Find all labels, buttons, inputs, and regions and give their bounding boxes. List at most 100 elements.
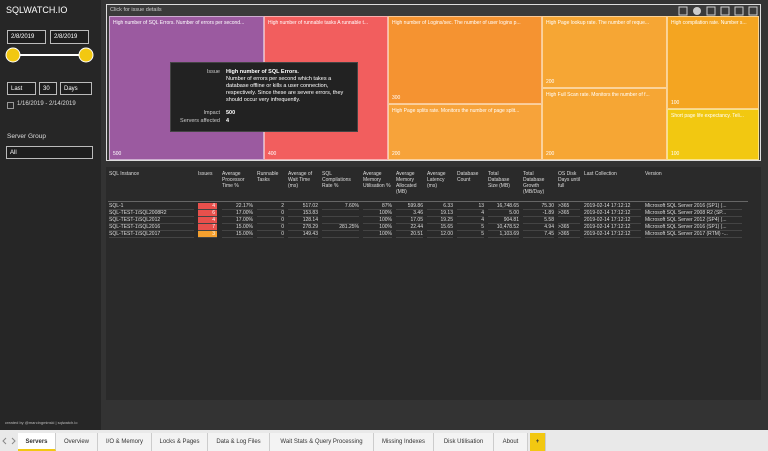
column-header[interactable]: Last Collection bbox=[584, 171, 617, 177]
tile-label: High Full Scan rate. Monitors the number… bbox=[546, 92, 650, 98]
table-cell: 6.33 bbox=[427, 203, 453, 210]
column-header[interactable]: Average of Wait Time (ms) bbox=[288, 171, 313, 189]
column-header[interactable]: Runnable Tasks bbox=[257, 171, 279, 183]
treemap-header: Click for issue details bbox=[110, 7, 162, 13]
table-cell bbox=[322, 210, 359, 217]
table-cell: 87% bbox=[363, 203, 392, 210]
tooltip-value: 4 bbox=[226, 118, 230, 124]
tile-value: 100 bbox=[671, 100, 680, 106]
tile-value: 200 bbox=[546, 79, 555, 85]
table-cell: 4 bbox=[198, 217, 217, 224]
table-cell: Microsoft SQL Server 2012 (SP4) (... bbox=[645, 217, 742, 224]
tooltip-value: 500 bbox=[226, 110, 236, 116]
add-tab[interactable]: + bbox=[530, 433, 546, 451]
table-cell: 15.65 bbox=[427, 224, 453, 231]
treemap-tile[interactable]: High Page splits rate. Monitors the numb… bbox=[388, 104, 542, 160]
table-cell: 6 bbox=[198, 210, 217, 217]
column-header[interactable]: Total Database Growth (MB/Day) bbox=[523, 171, 545, 195]
table-cell: 517.02 bbox=[288, 203, 318, 210]
table-cell: 100% bbox=[363, 224, 392, 231]
table-cell: 0 bbox=[257, 231, 284, 238]
header-rule bbox=[108, 201, 748, 202]
table-cell: SQL-TEST-1\SQL2016 bbox=[109, 224, 194, 231]
server-group-label: Server Group bbox=[7, 133, 47, 140]
table-cell: >365 bbox=[558, 210, 580, 217]
column-header[interactable]: SQL Compilations Rate % bbox=[322, 171, 351, 189]
report-canvas: Click for issue details High number of S… bbox=[101, 0, 768, 430]
table-cell: 149.43 bbox=[288, 231, 318, 238]
visual-toolbar[interactable] bbox=[677, 6, 761, 16]
page-tabs: Servers Overview I/O & Memory Locks & Pages… bbox=[0, 430, 768, 451]
table-cell: 17.05 bbox=[396, 217, 423, 224]
table-cell: 4 bbox=[457, 210, 484, 217]
tile-label: High number of Logins/sec. The number of… bbox=[392, 20, 521, 26]
page-tab[interactable]: Overview bbox=[56, 433, 98, 451]
date-slider[interactable] bbox=[0, 45, 101, 65]
table-cell: 281.25% bbox=[322, 224, 359, 231]
table-cell: 10,478.52 bbox=[488, 224, 519, 231]
table-cell: 22.44 bbox=[396, 224, 423, 231]
treemap-tile[interactable]: Short page life expectancy. Teli... 100 bbox=[667, 109, 759, 160]
page-tab[interactable]: Wait Stats & Query Processing bbox=[270, 433, 374, 451]
table-cell: 15.00% bbox=[222, 224, 253, 231]
table-cell: 2019-02-14 17:12:12 bbox=[584, 231, 641, 238]
tile-value: 300 bbox=[392, 95, 401, 101]
table-cell bbox=[322, 217, 359, 224]
relative-count[interactable]: 30 bbox=[39, 82, 57, 95]
date-from[interactable]: 2/8/2019 bbox=[7, 30, 46, 44]
column-header[interactable]: Database Count bbox=[457, 171, 479, 183]
treemap-tile[interactable]: High compilation rate. Number s... 100 bbox=[667, 16, 759, 109]
page-tab[interactable]: Locks & Pages bbox=[152, 433, 208, 451]
treemap-tile[interactable]: High Page lookup rate. The number of req… bbox=[542, 16, 667, 88]
page-tab[interactable]: Data & Log Files bbox=[208, 433, 270, 451]
column-header[interactable]: OS Disk Days until full bbox=[558, 171, 580, 189]
table-cell: 12.00 bbox=[427, 231, 453, 238]
column-header[interactable]: Average Memory Utilisation % bbox=[363, 171, 391, 189]
column-header[interactable]: SQL Instance bbox=[109, 171, 140, 177]
tab-nav[interactable] bbox=[2, 436, 16, 446]
table-cell: 17.00% bbox=[222, 210, 253, 217]
table-cell bbox=[558, 217, 580, 224]
page-tab[interactable]: Servers bbox=[18, 433, 56, 451]
tile-label: High Page splits rate. Monitors the numb… bbox=[392, 108, 520, 114]
column-header[interactable]: Issues bbox=[198, 171, 213, 177]
relative-mode[interactable]: Last bbox=[7, 82, 36, 95]
column-header[interactable]: Total Database Size (MB) bbox=[488, 171, 510, 189]
relative-unit[interactable]: Days bbox=[60, 82, 92, 95]
table-cell: 4.94 bbox=[523, 224, 554, 231]
column-header[interactable]: Version bbox=[645, 171, 662, 177]
table-cell: 17.00% bbox=[222, 217, 253, 224]
tile-value: 200 bbox=[392, 151, 401, 157]
page-tab[interactable]: I/O & Memory bbox=[98, 433, 152, 451]
table-cell: >365 bbox=[558, 224, 580, 231]
table-cell: 100% bbox=[363, 217, 392, 224]
table-cell: 5 bbox=[457, 231, 484, 238]
tile-value: 400 bbox=[268, 151, 277, 157]
treemap-tile[interactable]: High number of Logins/sec. The number of… bbox=[388, 16, 542, 104]
calendar-icon bbox=[7, 102, 14, 109]
page-tab[interactable]: Disk Utilisation bbox=[434, 433, 494, 451]
server-group-dropdown[interactable]: All bbox=[6, 146, 93, 159]
tile-value: 500 bbox=[113, 151, 122, 157]
page-tab[interactable]: Missing Indexes bbox=[374, 433, 434, 451]
date-range: 1/16/2019 - 2/14/2019 bbox=[17, 101, 76, 107]
table-cell: 5.00 bbox=[488, 210, 519, 217]
date-to[interactable]: 2/8/2019 bbox=[50, 30, 89, 44]
table-cell: 1,103.69 bbox=[488, 231, 519, 238]
page-tab[interactable]: About bbox=[494, 433, 528, 451]
table-cell: >365 bbox=[558, 203, 580, 210]
table-cell: 19.25 bbox=[427, 217, 453, 224]
column-header[interactable]: Average Memory Allocated (MB) bbox=[396, 171, 417, 195]
table-cell: 153.83 bbox=[288, 210, 318, 217]
table-cell: 2019-02-14 17:12:12 bbox=[584, 217, 641, 224]
table-cell: 278.29 bbox=[288, 224, 318, 231]
treemap-tile[interactable]: High Full Scan rate. Monitors the number… bbox=[542, 88, 667, 160]
column-header[interactable]: Average Processor Time % bbox=[222, 171, 245, 189]
table-cell: SQL-TEST-1\SQL2012 bbox=[109, 217, 194, 224]
table-cell: 2019-02-14 17:12:12 bbox=[584, 224, 641, 231]
column-header[interactable]: Average Latency (ms) bbox=[427, 171, 446, 189]
tile-label: High compilation rate. Number s... bbox=[671, 20, 747, 26]
table-cell: SQL-TEST-1\SQL2008R2 bbox=[109, 210, 194, 217]
app-title: SQLWATCH.IO bbox=[6, 5, 68, 15]
